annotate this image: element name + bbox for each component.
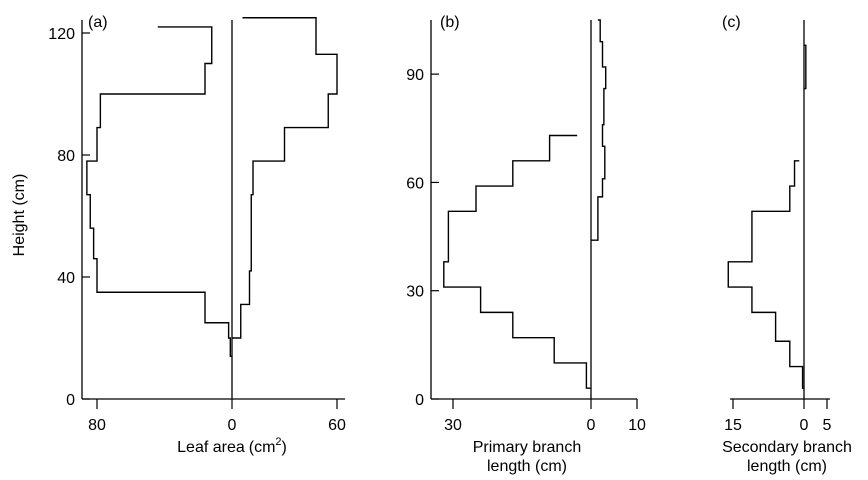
panel-b-y-tick-label-0: 0 xyxy=(415,392,424,409)
panel-c-label: (c) xyxy=(722,14,741,31)
panel-c-x-label-line1: Secondary branch xyxy=(722,439,852,456)
panel-a-y-tick-label-2: 80 xyxy=(57,148,75,165)
panel-a-x-ticks: 80 0 60 xyxy=(88,399,346,434)
y-axis-label: Height (cm) xyxy=(11,174,28,257)
panel-a-left-profile xyxy=(86,26,232,357)
panel-a-x-unit-close: ) xyxy=(282,439,287,456)
panel-a-x-label-name: Leaf area xyxy=(177,439,245,456)
panel-c: (c) 15 0 5 Secondary branch length (cm) xyxy=(722,14,852,475)
panel-b-left-profile xyxy=(443,134,591,389)
panel-a-x-tick-right-0-label: 60 xyxy=(328,417,346,434)
panel-b-x-tick-left-0-label: 30 xyxy=(444,417,462,434)
panel-c-x-ticks: 15 0 5 xyxy=(724,399,832,434)
panel-c-x-tick-left-0-label: 15 xyxy=(724,417,742,434)
panel-b-x-tick-left-1-label: 0 xyxy=(587,417,596,434)
panel-b-y-tick-label-2: 60 xyxy=(406,175,424,192)
panel-a-y-tick-label-3: 120 xyxy=(48,26,75,43)
panel-b: (b) 0 30 60 90 30 0 10 Primary branch length … xyxy=(406,14,646,475)
panel-a-x-unit-superscript: 2 xyxy=(275,436,281,448)
panel-a-label: (a) xyxy=(88,14,108,31)
panel-b-right-profile xyxy=(591,19,607,241)
panel-b-x-ticks: 30 0 10 xyxy=(444,399,646,434)
panel-a-x-label: Leaf area (cm2) xyxy=(177,436,287,456)
panel-a-x-tick-left-0-label: 80 xyxy=(88,417,106,434)
panel-c-x-tick-left-1-label: 0 xyxy=(800,417,809,434)
panel-a: (a) 0 40 80 120 80 0 60 Leaf area (cm2) xyxy=(48,14,346,456)
panel-a-y-tick-label-0: 0 xyxy=(66,392,75,409)
panel-b-y-tick-label-1: 30 xyxy=(406,284,424,301)
panel-b-x-tick-right-0-label: 10 xyxy=(628,417,646,434)
panel-b-x-label-line1: Primary branch xyxy=(473,439,581,456)
panel-c-left-profile xyxy=(727,160,804,389)
panel-a-y-tick-label-1: 40 xyxy=(57,270,75,287)
panel-a-y-ticks: 0 40 80 120 xyxy=(48,26,90,409)
panel-c-x-label-line2: length (cm) xyxy=(747,458,827,475)
panel-a-x-tick-left-1-label: 0 xyxy=(228,417,237,434)
panel-c-right-profile xyxy=(804,44,807,90)
panel-b-y-ticks: 0 30 60 90 xyxy=(406,67,439,409)
panel-b-y-tick-label-3: 90 xyxy=(406,67,424,84)
panel-b-label: (b) xyxy=(440,14,460,31)
panel-c-x-tick-right-0-label: 5 xyxy=(823,417,832,434)
panel-b-x-label-line2: length (cm) xyxy=(487,458,567,475)
panel-a-right-profile xyxy=(232,17,338,339)
panel-a-x-unit: (cm xyxy=(249,439,276,456)
